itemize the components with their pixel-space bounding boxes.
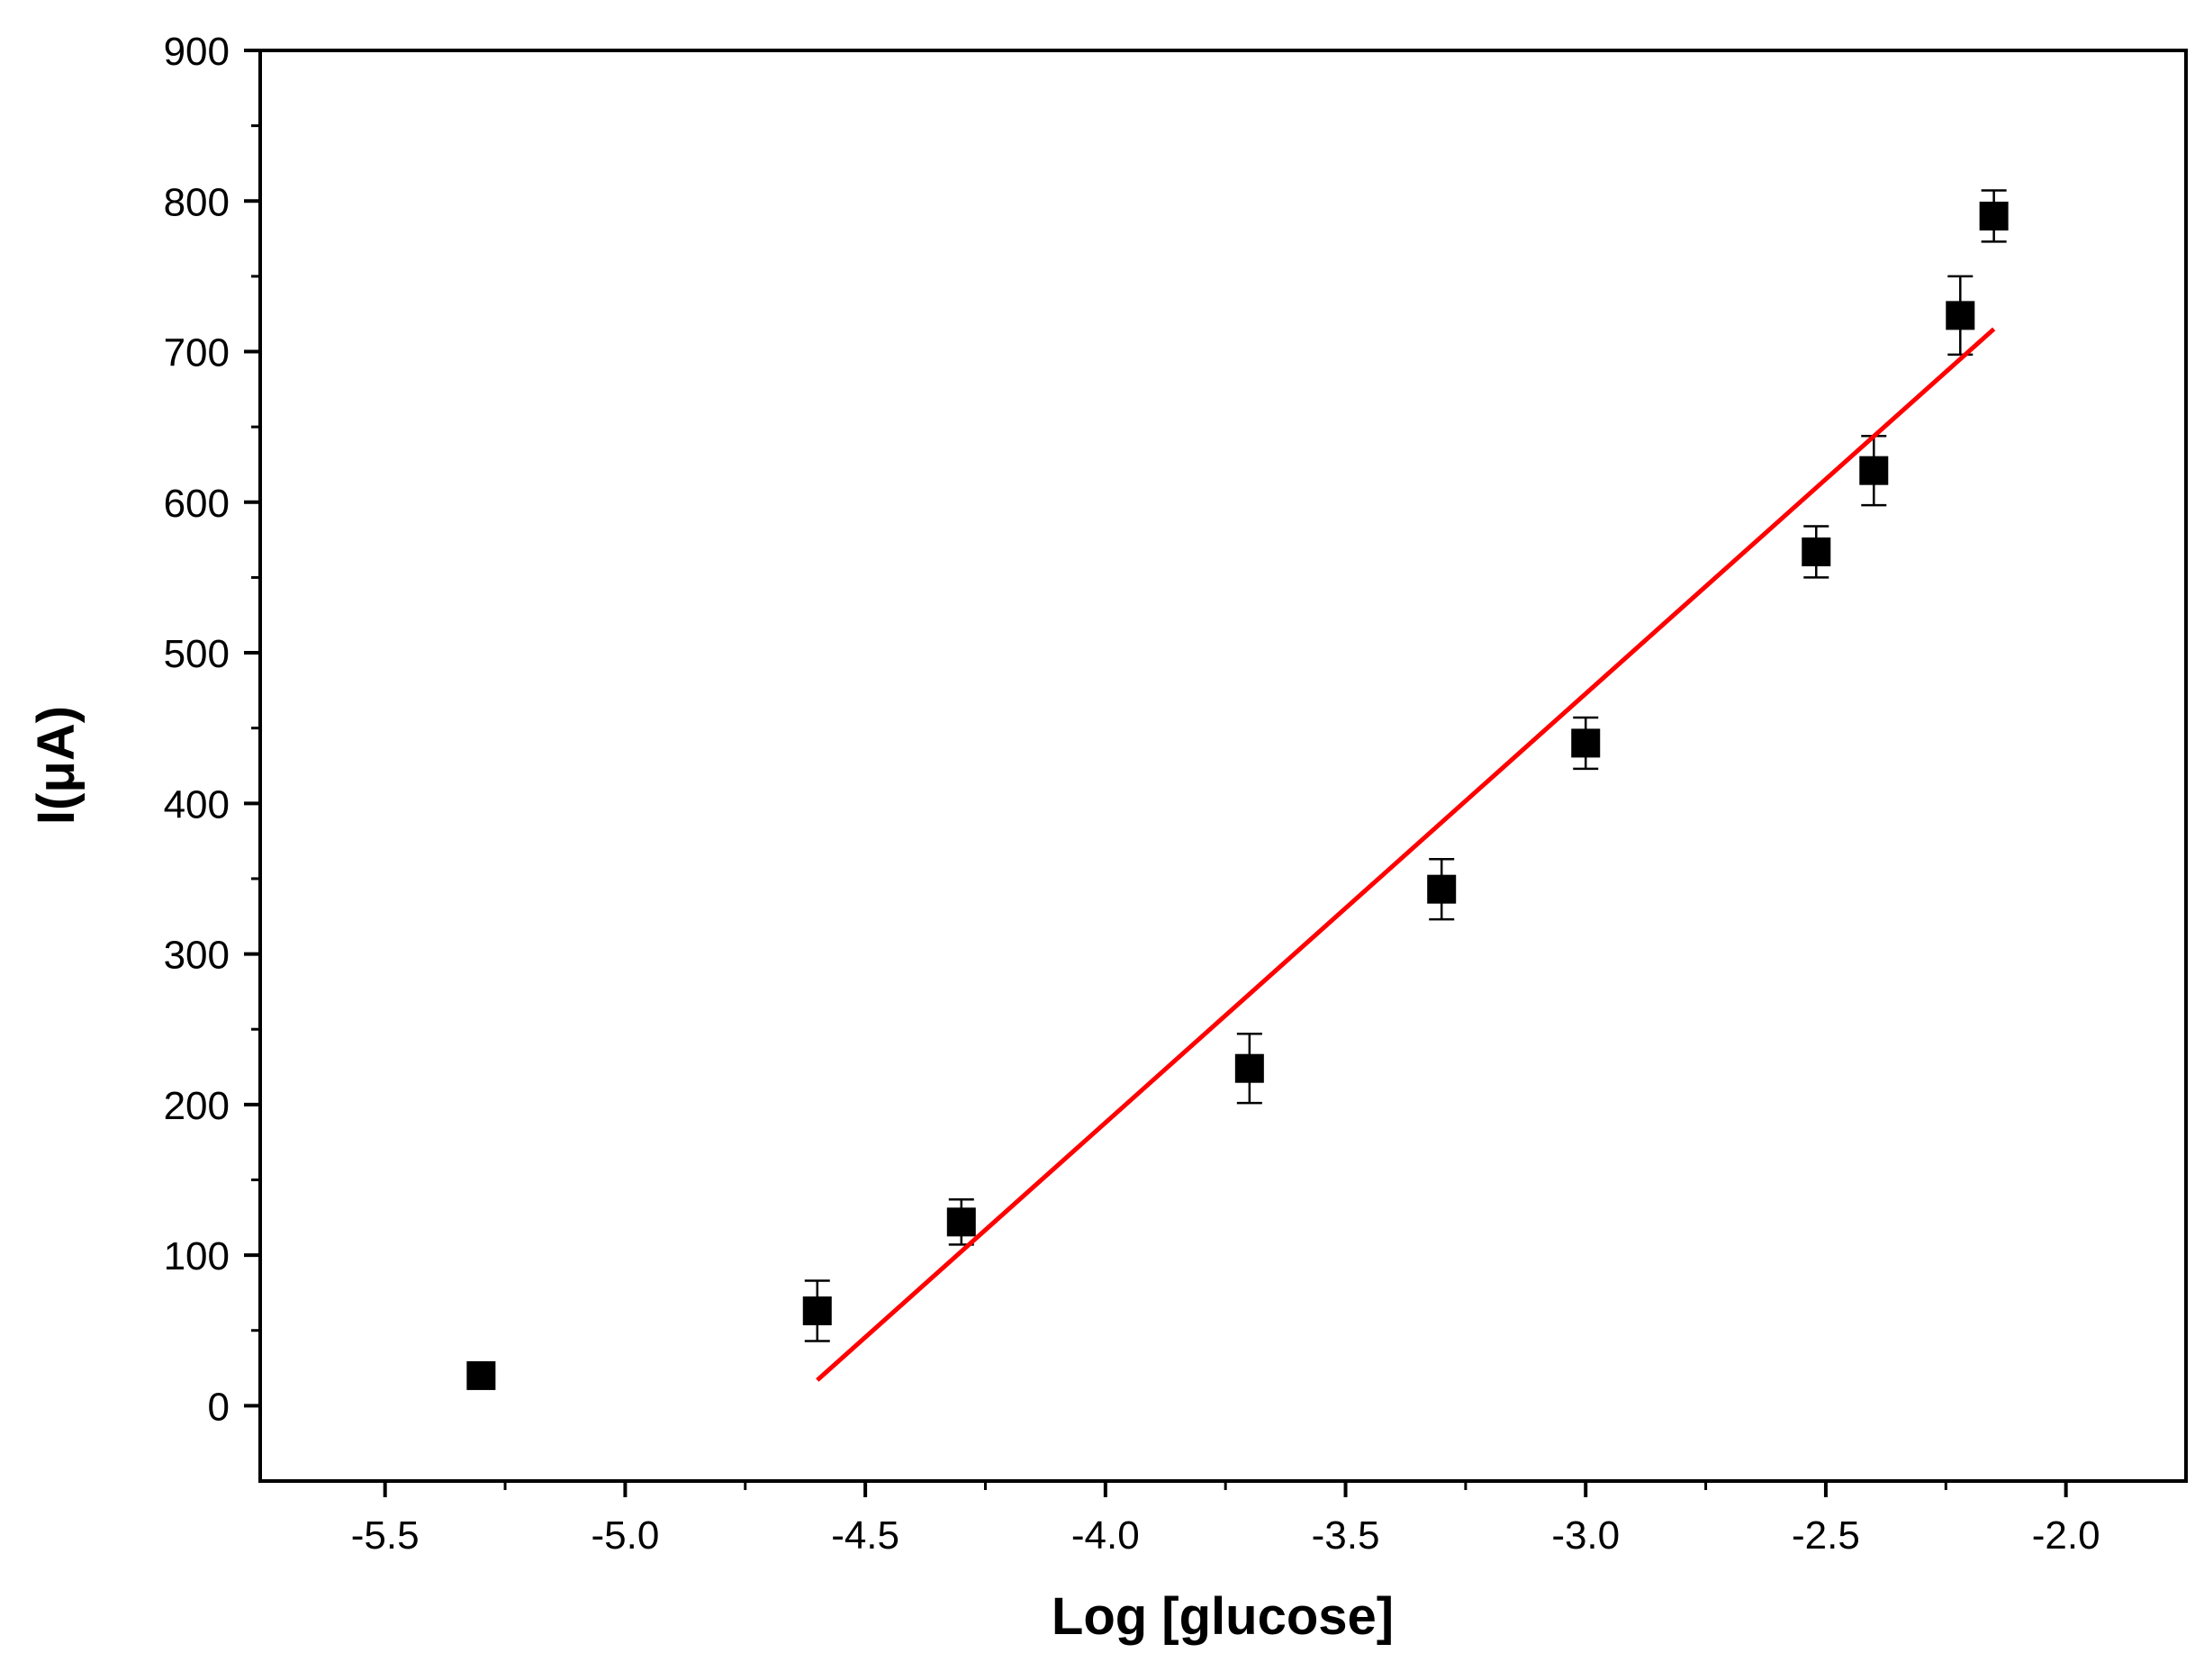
point bbox=[1234, 1053, 1264, 1083]
y-tick-label: 200 bbox=[164, 1084, 230, 1128]
y-tick-label: 0 bbox=[208, 1385, 230, 1429]
y-axis-label: I(μA) bbox=[27, 706, 86, 825]
y-tick-label: 800 bbox=[164, 180, 230, 224]
y-tick-label: 900 bbox=[164, 30, 230, 74]
point bbox=[1802, 537, 1831, 566]
point bbox=[1427, 874, 1457, 904]
point bbox=[1859, 456, 1889, 485]
y-tick-label: 100 bbox=[164, 1234, 230, 1278]
x-tick-label: -5.5 bbox=[351, 1513, 420, 1558]
point bbox=[1946, 301, 1975, 330]
y-tick-label: 300 bbox=[164, 934, 230, 978]
x-tick-label: -2.5 bbox=[1792, 1513, 1860, 1558]
point bbox=[466, 1360, 496, 1390]
x-axis-label: Log [glucose] bbox=[1052, 1587, 1394, 1646]
y-tick-label: 500 bbox=[164, 632, 230, 676]
x-tick-label: -4.0 bbox=[1071, 1513, 1140, 1558]
y-tick-label: 700 bbox=[164, 331, 230, 375]
point bbox=[802, 1296, 832, 1325]
fit-line bbox=[816, 327, 1996, 1382]
plot-frame bbox=[258, 49, 2188, 1483]
x-tick-label: -5.0 bbox=[591, 1513, 659, 1558]
point bbox=[1979, 201, 2009, 230]
x-tick-label: -3.0 bbox=[1551, 1513, 1620, 1558]
y-tick-label: 600 bbox=[164, 482, 230, 526]
x-tick-label: -4.5 bbox=[831, 1513, 899, 1558]
point bbox=[946, 1207, 976, 1237]
point bbox=[1571, 728, 1601, 758]
y-tick-label: 400 bbox=[164, 782, 230, 826]
x-tick-label: -3.5 bbox=[1312, 1513, 1380, 1558]
x-tick-label: -2.0 bbox=[2032, 1513, 2100, 1558]
